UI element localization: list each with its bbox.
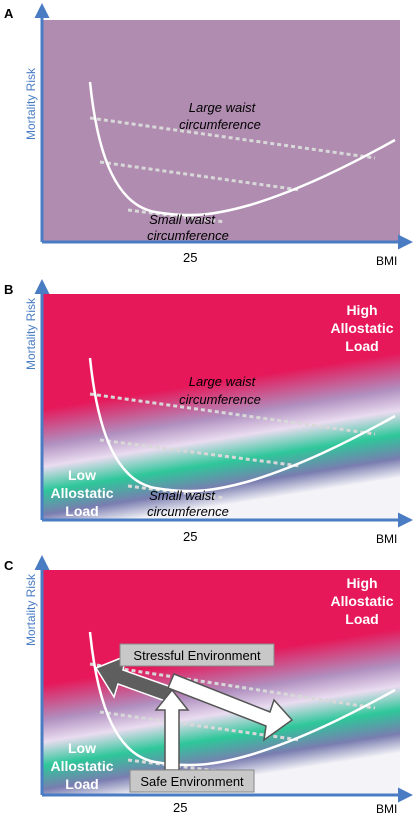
panel-b-high-load-line3: Load (345, 338, 378, 354)
panel-a-large-waist-line1: Large waist (189, 100, 257, 115)
panel-c-low-load-line1: Low (68, 740, 96, 756)
panel-c-high-load-line3: Load (345, 611, 378, 627)
panel-c-letter: C (4, 558, 14, 573)
panel-a-y-axis-label: Mortality Risk (24, 67, 38, 140)
safe-environment-box (129, 769, 255, 793)
panel-b-low-load-line1: Low (68, 467, 96, 483)
panel-a-risk-curve (88, 81, 396, 217)
panel-b-low-load-line2: Allostatic (50, 485, 113, 501)
panel-c: C Mortality Risk 25 BMI Stressful Enviro… (4, 555, 413, 816)
panel-a: A Mortality Risk 25 BMI Large waist circ… (4, 3, 413, 268)
panel-b-mid-waist-line (99, 438, 301, 468)
panel-a-small-waist-line (127, 208, 226, 224)
panel-b-small-waist-line2: circumference (147, 504, 229, 519)
panel-c-x-tick: 25 (173, 800, 187, 815)
panel-c-background (42, 570, 400, 795)
panel-b-large-waist-line (89, 392, 376, 436)
panel-a-small-waist-line1: Small waist (149, 212, 216, 227)
panel-a-letter: A (4, 6, 14, 21)
panel-c-low-load-line3: Load (65, 776, 98, 792)
panel-b-x-tick: 25 (183, 529, 197, 544)
panel-a-large-waist-line (89, 116, 376, 160)
panel-b-large-waist-line1: Large waist (189, 374, 257, 389)
panel-b-low-load-line3: Load (65, 503, 98, 519)
panel-b: B Mortality Risk 25 BMI Large waist circ… (4, 279, 413, 546)
panel-b-small-waist-line1: Small waist (149, 488, 216, 503)
panel-c-low-load-line2: Allostatic (50, 758, 113, 774)
safe-environment-label: Safe Environment (140, 774, 244, 789)
panel-b-risk-curve (88, 357, 396, 493)
panel-b-small-waist-line (127, 484, 226, 500)
panel-b-background (42, 294, 400, 520)
panel-c-y-axis-label: Mortality Risk (24, 573, 38, 646)
panel-c-high-load-line2: Allostatic (330, 593, 393, 609)
safe-arrow (167, 673, 294, 742)
panel-a-small-waist-line2: circumference (147, 228, 229, 243)
stressful-environment-box (119, 643, 275, 667)
panel-c-high-load-line1: High (346, 575, 377, 591)
panel-a-large-waist-line2: circumference (179, 117, 261, 132)
panel-a-x-tick: 25 (183, 250, 197, 265)
panel-a-background (42, 20, 400, 242)
panel-b-y-axis-label: Mortality Risk (24, 297, 38, 370)
panel-b-large-waist-line2: circumference (179, 392, 261, 407)
panel-b-letter: B (4, 282, 13, 297)
panel-b-high-load-line2: Allostatic (330, 320, 393, 336)
panel-c-large-waist-line (89, 662, 376, 710)
up-arrow (154, 688, 190, 771)
panel-c-risk-curve (88, 631, 396, 767)
panel-c-small-waist-line (127, 758, 226, 774)
panel-a-x-axis-label: BMI (376, 254, 397, 268)
panel-b-high-load-line1: High (346, 302, 377, 318)
panel-a-mid-waist-line (99, 160, 301, 192)
panel-b-x-axis-label: BMI (376, 532, 397, 546)
panel-c-x-axis-label: BMI (376, 802, 397, 816)
stressful-environment-label: Stressful Environment (133, 648, 261, 663)
